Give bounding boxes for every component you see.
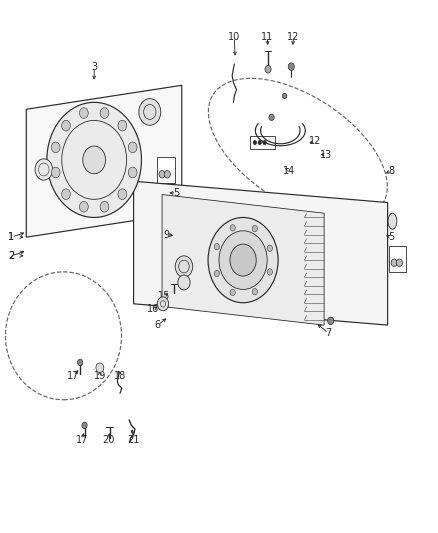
Text: 10: 10 — [228, 33, 240, 42]
Circle shape — [391, 259, 397, 266]
Text: 4: 4 — [39, 166, 45, 175]
Bar — [389, 246, 406, 272]
Circle shape — [288, 63, 294, 70]
Text: 9: 9 — [163, 230, 170, 239]
Circle shape — [269, 114, 274, 120]
Text: 8: 8 — [388, 166, 394, 175]
Text: 9: 9 — [151, 102, 157, 111]
Polygon shape — [162, 195, 324, 325]
Text: 16: 16 — [147, 304, 159, 314]
Circle shape — [396, 259, 403, 266]
Circle shape — [51, 142, 60, 152]
Circle shape — [62, 189, 71, 199]
Circle shape — [263, 140, 266, 144]
Circle shape — [258, 140, 261, 144]
Circle shape — [82, 422, 87, 429]
Text: 11: 11 — [261, 33, 273, 42]
Text: 6: 6 — [155, 320, 161, 330]
Text: 15: 15 — [158, 291, 170, 301]
Text: 1: 1 — [8, 232, 14, 242]
Text: 5: 5 — [173, 188, 180, 198]
Circle shape — [128, 167, 137, 178]
Polygon shape — [26, 85, 182, 237]
Ellipse shape — [388, 213, 397, 229]
Circle shape — [267, 269, 272, 275]
Circle shape — [328, 317, 334, 325]
Circle shape — [96, 363, 104, 373]
Polygon shape — [134, 181, 388, 325]
Text: 12: 12 — [309, 136, 321, 146]
Text: 1: 1 — [8, 232, 14, 242]
Circle shape — [219, 231, 267, 289]
Circle shape — [252, 288, 258, 295]
Text: 19: 19 — [94, 371, 106, 381]
Circle shape — [159, 171, 165, 178]
Circle shape — [214, 270, 219, 277]
Circle shape — [78, 359, 83, 366]
Text: 2: 2 — [8, 251, 14, 261]
Text: 14: 14 — [283, 166, 295, 175]
Circle shape — [178, 275, 190, 290]
Circle shape — [51, 167, 60, 178]
Circle shape — [139, 99, 161, 125]
Circle shape — [267, 245, 272, 252]
Text: 12: 12 — [287, 33, 300, 42]
Bar — [250, 136, 275, 149]
Text: 5: 5 — [388, 232, 394, 242]
Text: 17: 17 — [67, 371, 80, 381]
Circle shape — [118, 189, 127, 199]
Circle shape — [35, 159, 53, 180]
Circle shape — [230, 289, 235, 296]
Circle shape — [79, 201, 88, 212]
Circle shape — [175, 256, 193, 277]
Circle shape — [157, 297, 169, 311]
Circle shape — [230, 244, 256, 276]
Circle shape — [283, 93, 287, 99]
Text: 21: 21 — [127, 435, 140, 445]
Bar — [157, 157, 175, 183]
Text: 20: 20 — [102, 435, 115, 445]
Circle shape — [83, 146, 106, 174]
Circle shape — [128, 142, 137, 152]
Circle shape — [100, 201, 109, 212]
Circle shape — [118, 120, 127, 131]
Circle shape — [230, 224, 235, 231]
Circle shape — [100, 108, 109, 118]
Text: 13: 13 — [320, 150, 332, 159]
Text: 2: 2 — [8, 251, 14, 261]
Text: 18: 18 — [114, 371, 127, 381]
Circle shape — [47, 102, 141, 217]
Circle shape — [252, 225, 258, 232]
Text: 17: 17 — [76, 435, 88, 445]
Circle shape — [62, 120, 71, 131]
Circle shape — [208, 217, 278, 303]
Circle shape — [253, 140, 257, 144]
Circle shape — [164, 171, 170, 178]
Text: 3: 3 — [91, 62, 97, 71]
Circle shape — [265, 66, 271, 73]
Circle shape — [214, 244, 219, 250]
Text: 7: 7 — [325, 328, 332, 338]
Circle shape — [79, 108, 88, 118]
